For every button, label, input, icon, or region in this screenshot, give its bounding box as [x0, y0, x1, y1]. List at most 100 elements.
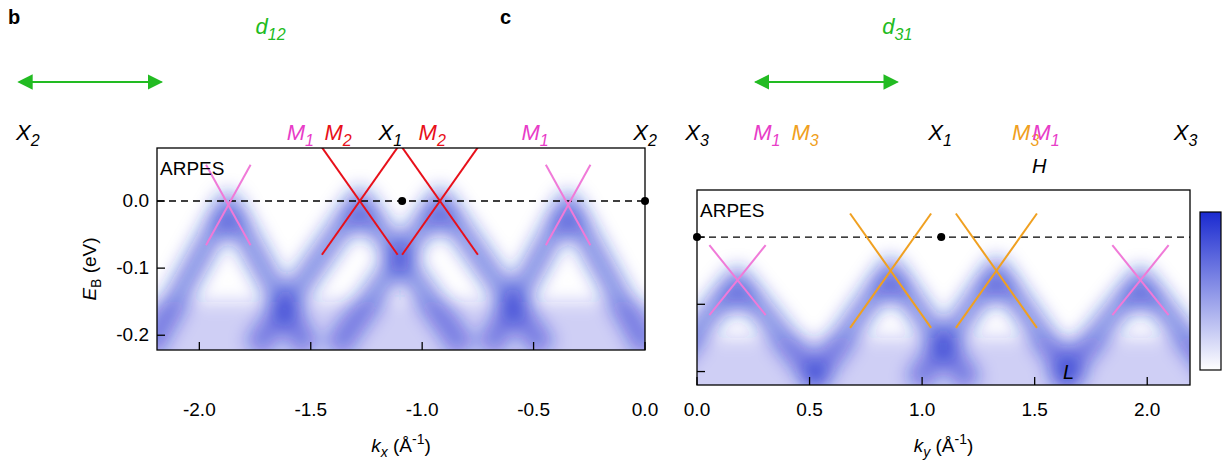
point-annotation: H — [1032, 155, 1047, 177]
band-line — [850, 214, 931, 328]
x-label-sup: -1 — [955, 431, 968, 447]
symmetry-label: X1 — [927, 120, 952, 149]
x-tick — [310, 342, 311, 350]
symmetry-label: M2 — [419, 120, 446, 149]
symmetry-label-sub: 1 — [943, 132, 952, 149]
figure: b-2.0-1.5-1.0-0.50.00.0-0.1-0.2kx (Å-1)E… — [0, 0, 1227, 472]
intensity-band — [915, 271, 1077, 385]
symmetry-label-letter: X — [927, 120, 944, 145]
band-line — [709, 245, 765, 315]
x-tick — [422, 342, 423, 350]
point — [937, 233, 945, 241]
symmetry-label-letter: X — [15, 120, 32, 145]
symmetry-label-letter: X — [684, 120, 701, 145]
symmetry-label: X2 — [632, 120, 657, 149]
symmetry-label: X3 — [684, 120, 709, 149]
band-line — [1112, 245, 1168, 315]
y-tick — [697, 371, 705, 372]
intensity-blob — [344, 203, 376, 235]
x-tick — [644, 342, 645, 350]
band-line — [402, 148, 478, 255]
x-label: ky (Å-1) — [914, 431, 974, 460]
y-label-symbol: E — [79, 288, 100, 301]
x-tick-label: 0.5 — [796, 399, 822, 420]
x-tick — [809, 377, 810, 385]
plot-area — [697, 214, 1190, 385]
symmetry-label: M1 — [753, 120, 780, 149]
x-tick — [1147, 377, 1148, 385]
annotation: ARPES — [700, 200, 764, 221]
point-annotation: L — [1063, 361, 1074, 383]
symmetry-label: X2 — [15, 120, 40, 149]
colorbar — [1200, 212, 1221, 370]
x-tick-label: 1.5 — [1021, 399, 1047, 420]
band-line — [956, 214, 1037, 328]
symmetry-label-letter: M — [287, 120, 306, 145]
band-line — [1112, 245, 1168, 315]
y-label: EB (eV) — [79, 237, 104, 300]
panel: c0.00.51.01.52.0ky (Å-1)ARPESX3M1M3X1M3M… — [500, 6, 1225, 460]
band-line — [546, 165, 591, 246]
arrow-label: d31 — [882, 14, 912, 43]
y-tick-label: -0.1 — [116, 257, 149, 278]
y-label-unit: (eV) — [79, 237, 100, 278]
band-line — [850, 214, 931, 328]
symmetry-label-letter: M — [753, 120, 772, 145]
arrow-label-sub: 12 — [268, 26, 286, 43]
symmetry-label-letter: X — [632, 120, 649, 145]
x-tick-label: -1.5 — [294, 399, 327, 420]
symmetry-label-sub: 1 — [393, 132, 402, 149]
intensity — [157, 201, 645, 350]
symmetry-label-sub: 3 — [1188, 132, 1197, 149]
x-label: kx (Å-1) — [371, 431, 431, 460]
symmetry-label: M1 — [1032, 120, 1059, 149]
symmetry-label-sub: 3 — [700, 132, 709, 149]
symmetry-label-sub: 2 — [30, 132, 40, 149]
symmetry-label: M2 — [325, 120, 352, 149]
y-tick — [157, 335, 165, 336]
symmetry-label: M3 — [791, 120, 818, 149]
panel-letter: c — [500, 6, 511, 28]
symmetry-label-letter: M — [419, 120, 438, 145]
y-tick-label: -0.2 — [116, 324, 149, 345]
intensity-band — [1056, 280, 1190, 385]
plot-area — [157, 148, 645, 350]
x-tick-label: 0.0 — [684, 399, 710, 420]
x-label-unit: (Å — [930, 435, 955, 456]
x-tick — [533, 342, 534, 350]
point — [641, 197, 649, 205]
x-tick-label: 2.0 — [1134, 399, 1160, 420]
distance-arrow — [756, 81, 898, 83]
x-tick — [199, 342, 200, 350]
band-line — [322, 148, 398, 255]
symmetry-label: X3 — [1173, 120, 1198, 149]
x-tick — [696, 377, 697, 385]
symmetry-label-letter: M — [1012, 120, 1031, 145]
intensity-blob — [980, 273, 1012, 305]
symmetry-label-letter: M — [791, 120, 810, 145]
intensity-band — [488, 205, 645, 350]
intensity-blob — [722, 282, 754, 314]
symmetry-label-sub: 3 — [810, 132, 819, 149]
x-tick — [921, 377, 922, 385]
x-label-close: ) — [967, 435, 973, 456]
x-label-unit: (Å — [388, 435, 413, 456]
arrow-label-letter: d — [882, 14, 895, 39]
panel: b-2.0-1.5-1.0-0.50.00.0-0.1-0.2kx (Å-1)E… — [8, 6, 665, 460]
symmetry-label-sub: 1 — [305, 132, 314, 149]
symmetry-label-letter: M — [1032, 120, 1051, 145]
x-tick-label: -0.5 — [517, 399, 550, 420]
symmetry-label-letter: X — [378, 120, 395, 145]
band-line — [709, 245, 765, 315]
y-label-sub: B — [88, 279, 104, 288]
panel-letter: b — [8, 6, 20, 28]
symmetry-label-sub: 2 — [647, 132, 657, 149]
symmetry-label-letter: M — [325, 120, 344, 145]
intensity-blob — [424, 203, 456, 235]
symmetry-label-letter: X — [1173, 120, 1190, 145]
x-label-sup: -1 — [412, 431, 425, 447]
intensity-floor — [157, 302, 645, 350]
band-line — [402, 148, 478, 255]
y-tick-label: 0.0 — [123, 190, 149, 211]
annotation: ARPES — [160, 158, 224, 179]
